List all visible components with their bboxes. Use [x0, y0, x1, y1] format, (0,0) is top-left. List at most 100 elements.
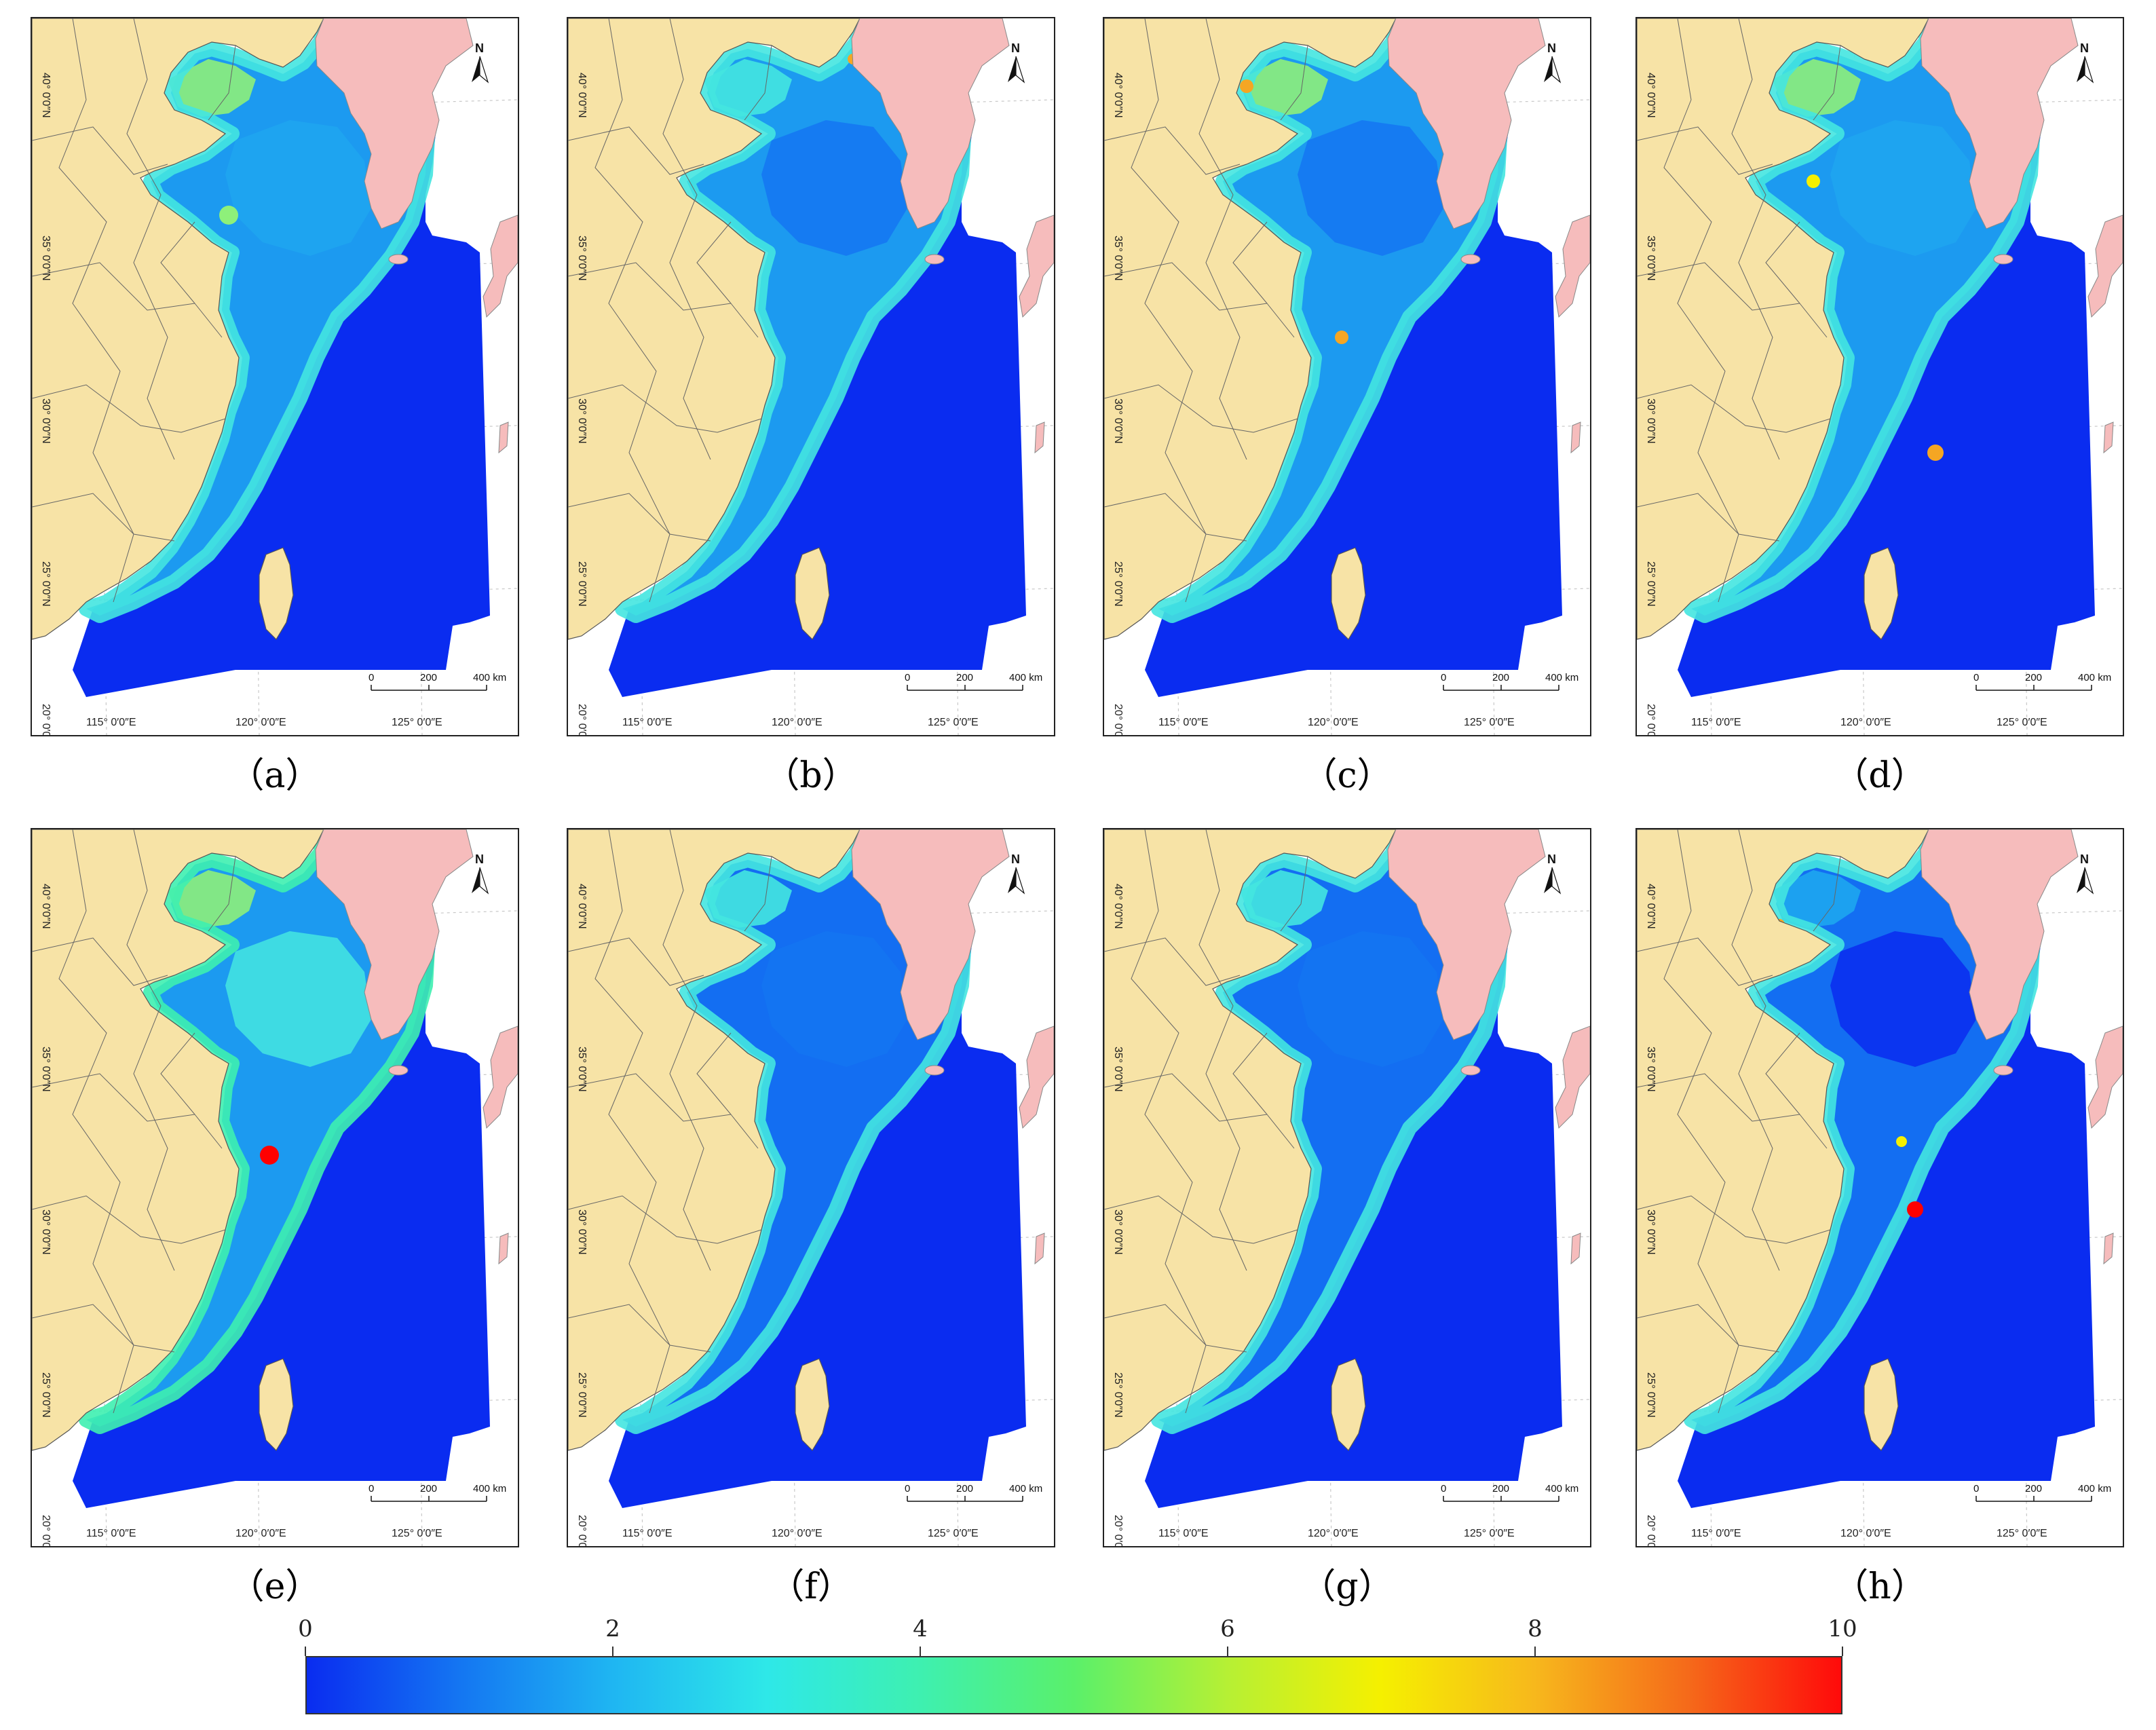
north-arrow-right — [1551, 56, 1562, 83]
latitude-label: 40° 0′0″N — [1645, 884, 1657, 929]
province-border — [662, 829, 711, 1271]
scale-bar-label: 400 km — [473, 672, 506, 683]
province-border — [1663, 829, 1739, 1414]
panel-label-f: （f） — [769, 1566, 853, 1607]
scale-bar-label: 0 — [905, 672, 910, 683]
province-border — [1765, 221, 1800, 304]
high-value-patch — [1927, 445, 1944, 461]
province-border — [696, 221, 732, 304]
bohai-sea-water — [1240, 870, 1328, 928]
china-land — [32, 18, 324, 640]
north-arrow-left — [472, 867, 480, 893]
longitude-label: 115° 0′0″E — [86, 717, 136, 728]
jeju-island — [388, 1065, 409, 1076]
longitude-label: 125° 0′0″E — [392, 1528, 442, 1539]
japan-land — [483, 214, 518, 318]
jeju-island — [1993, 1065, 2013, 1076]
north-arrow-left — [1544, 867, 1552, 893]
high-value-patch — [1907, 1201, 1923, 1218]
province-borders — [1104, 18, 1308, 603]
korea-land — [1920, 18, 2079, 229]
province-border — [1280, 45, 1308, 121]
province-border — [1280, 856, 1308, 932]
ryukyu-island — [2103, 421, 2114, 454]
panel-label-b: （b） — [764, 755, 858, 796]
longitude-label: 120° 0′0″E — [772, 1528, 822, 1539]
map-panel-g: 20° 0′0″N 25° 0′0″N 30° 0′0″N 35° 0′0″N 40° … — [1103, 828, 1591, 1547]
panel-label-h: （h） — [1833, 1566, 1927, 1607]
north-arrow: N — [472, 852, 489, 895]
province-border — [1813, 45, 1841, 121]
province-border — [32, 1195, 226, 1244]
map-panel-a: 20° 0′0″N 25° 0′0″N 30° 0′0″N 35° 0′0″N 40° … — [31, 17, 519, 736]
scale-bar: 0 200 400 km — [905, 1483, 1042, 1502]
scale-bar-label: 400 km — [1009, 1483, 1042, 1494]
province-border — [744, 45, 772, 121]
province-border — [1104, 1195, 1298, 1244]
bohai-sea-water — [168, 870, 256, 928]
japan-land — [1555, 214, 1590, 318]
korea-land — [851, 18, 1010, 229]
province-border — [568, 384, 762, 433]
province-border — [1198, 18, 1247, 460]
ryukyu-island — [1034, 1233, 1045, 1265]
yellow-sea-water — [225, 931, 371, 1067]
scale-bar: 0 200 400 km — [1973, 672, 2111, 691]
north-arrow-label: N — [475, 41, 484, 55]
coastal-band — [1151, 829, 1509, 1434]
longitude-label: 125° 0′0″E — [392, 717, 442, 728]
ryukyu-island — [1570, 421, 1581, 454]
colorbar-tick-label: 8 — [1528, 1615, 1543, 1642]
longitude-label: 125° 0′0″E — [1997, 717, 2047, 728]
china-land — [1637, 18, 1929, 640]
latitude-label: 20° 0′0″N — [1645, 704, 1657, 735]
north-arrow-left — [2077, 867, 2085, 893]
map-canvas-a: 20° 0′0″N 25° 0′0″N 30° 0′0″N 35° 0′0″N 40° … — [32, 18, 518, 735]
colorbar-tick-label: 10 — [1828, 1615, 1857, 1642]
latitude-label: 20° 0′0″N — [40, 704, 52, 735]
latitude-label: 25° 0′0″N — [40, 561, 52, 607]
province-borders — [32, 829, 236, 1414]
map-canvas-h: 20° 0′0″N 25° 0′0″N 30° 0′0″N 35° 0′0″N 40° … — [1637, 829, 2123, 1546]
latitude-label: 20° 0′0″N — [1112, 1515, 1124, 1546]
yellow-sea-water — [1830, 120, 1976, 256]
japan-land — [483, 1026, 518, 1129]
longitude-label: 120° 0′0″E — [235, 1528, 286, 1539]
province-border — [568, 1304, 711, 1353]
province-border — [126, 829, 175, 1271]
scale-bar: 0 200 400 km — [905, 672, 1042, 691]
colorbar-tick-label: 4 — [913, 1615, 928, 1642]
coastal-band — [615, 18, 972, 623]
latitude-label: 30° 0′0″N — [40, 398, 52, 444]
province-border — [1104, 493, 1247, 542]
korea-land — [315, 829, 474, 1040]
province-border — [1637, 937, 1773, 986]
panel-label-e: （e） — [229, 1566, 321, 1607]
jeju-island — [388, 254, 409, 265]
province-border — [662, 18, 711, 460]
panel-label-g: （g） — [1300, 1566, 1394, 1607]
longitude-label: 120° 0′0″E — [235, 717, 286, 728]
high-value-patch — [1807, 174, 1820, 188]
japan-land — [2087, 1026, 2123, 1129]
scale-bar: 0 200 400 km — [1441, 1483, 1578, 1502]
colorbar-tick — [612, 1647, 613, 1656]
scale-bar-label: 200 — [420, 1483, 437, 1494]
taiwan-land — [1331, 547, 1366, 640]
scale-bar-label: 400 km — [1545, 672, 1578, 683]
map-panel-h: 20° 0′0″N 25° 0′0″N 30° 0′0″N 35° 0′0″N 40° … — [1635, 828, 2124, 1547]
province-border — [1198, 829, 1247, 1271]
province-border — [1104, 937, 1241, 986]
province-border — [568, 1073, 759, 1149]
province-border — [1637, 262, 1828, 338]
province-border — [568, 937, 704, 986]
latitude-label: 20° 0′0″N — [1645, 1515, 1657, 1546]
longitude-label: 115° 0′0″E — [86, 1528, 136, 1539]
china-land — [32, 829, 324, 1451]
latitude-label: 40° 0′0″N — [1112, 73, 1124, 118]
north-arrow-right — [479, 867, 489, 895]
longitude-label: 120° 0′0″E — [1840, 1528, 1891, 1539]
china-land — [1104, 18, 1397, 640]
yellow-sea-water — [1298, 931, 1443, 1067]
map-canvas-e: 20° 0′0″N 25° 0′0″N 30° 0′0″N 35° 0′0″N 40° … — [32, 829, 518, 1546]
